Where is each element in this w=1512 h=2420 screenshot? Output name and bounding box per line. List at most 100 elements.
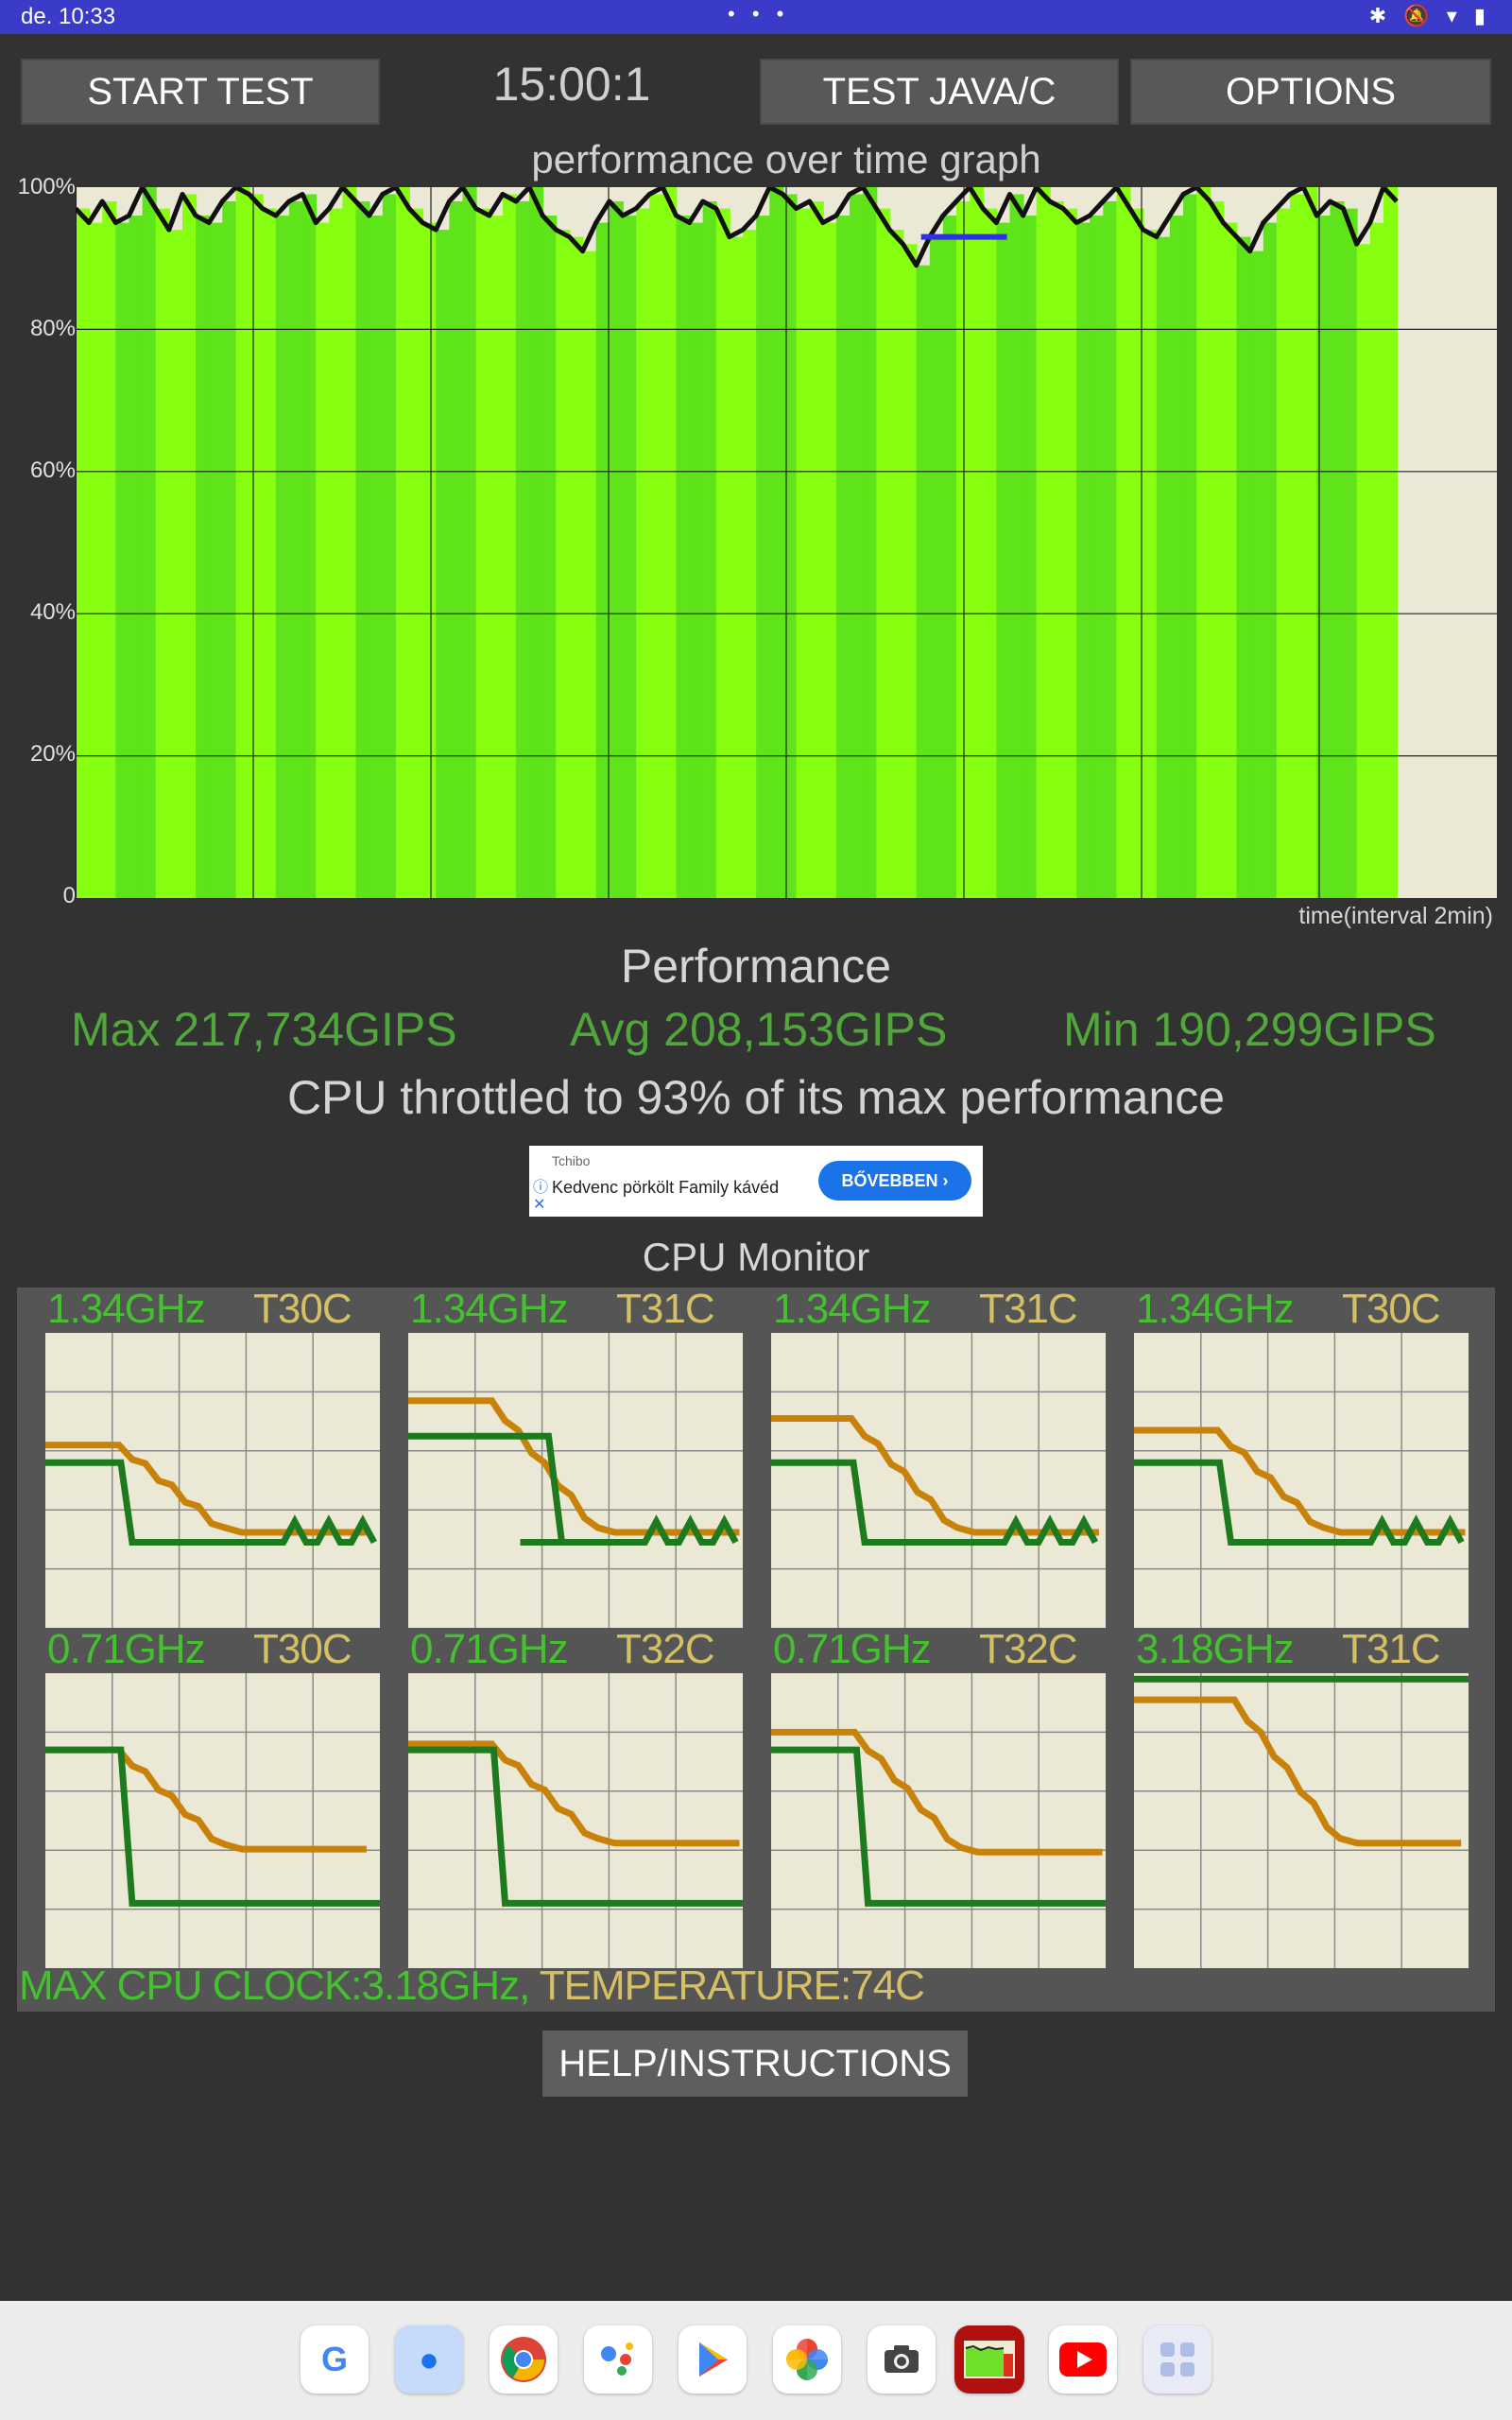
performance-bar	[422, 222, 438, 898]
core-6-freq: 0.71GHz	[773, 1626, 932, 1672]
performance-bar	[489, 216, 504, 898]
cpu-monitor-heading: CPU Monitor	[642, 1235, 870, 1279]
y-tick-0: 0	[62, 883, 76, 908]
performance-bar	[929, 236, 944, 898]
core-0-graph	[45, 1333, 380, 1628]
assistant-app-icon[interactable]	[584, 2325, 652, 2394]
core-7-freq: 3.18GHz	[1136, 1626, 1295, 1672]
performance-bar	[1156, 236, 1171, 898]
y-tick-80: 80%	[29, 316, 76, 341]
performance-bar	[1183, 194, 1198, 898]
test-java-c-button[interactable]: TEST JAVA/C	[760, 59, 1119, 125]
core-4-temp: T30C	[253, 1626, 352, 1672]
status-more-dots: • • •	[728, 2, 790, 26]
performance-bar	[168, 230, 183, 898]
performance-bar	[395, 187, 410, 898]
performance-bar	[1063, 208, 1078, 898]
core-5-graph	[408, 1673, 743, 1968]
photos-app-icon[interactable]	[773, 2325, 841, 2394]
performance-line	[76, 187, 1399, 268]
ad-info-icon[interactable]: ⓘ	[533, 1180, 549, 1196]
performance-bar	[302, 194, 318, 898]
performance-bar	[222, 201, 237, 898]
core-4-graph	[45, 1673, 380, 1968]
performance-bar	[1330, 201, 1345, 898]
performance-bar	[649, 194, 664, 898]
performance-bar	[595, 222, 610, 898]
performance-bar	[623, 216, 638, 898]
app-drawer-icon[interactable]	[1143, 2325, 1211, 2394]
performance-bar	[449, 201, 464, 898]
performance-bar	[1276, 208, 1291, 898]
performance-bar	[1196, 187, 1211, 898]
core-2-graph	[771, 1333, 1106, 1628]
core-1-graph	[408, 1333, 743, 1628]
graph-title: performance over time graph	[531, 137, 1041, 182]
performance-bar	[89, 222, 104, 898]
graph-gridlines	[76, 187, 1497, 898]
performance-bar	[316, 222, 331, 898]
chrome-app-icon[interactable]	[490, 2325, 558, 2394]
performance-bar	[1009, 194, 1024, 898]
camera-app-icon[interactable]	[868, 2325, 936, 2394]
help-instructions-button[interactable]: HELP/INSTRUCTIONS	[542, 2031, 968, 2097]
play-store-app-icon[interactable]	[679, 2325, 747, 2394]
core-5-freq: 0.71GHz	[410, 1626, 569, 1672]
performance-bar	[1356, 244, 1371, 898]
performance-bar	[382, 194, 397, 898]
core-7-graph	[1134, 1673, 1469, 1968]
y-tick-60: 60%	[29, 458, 76, 483]
performance-bar	[355, 201, 370, 898]
performance-bar	[636, 208, 651, 898]
performance-bar	[1049, 201, 1064, 898]
performance-bar	[1076, 222, 1091, 898]
messages-app-icon[interactable]: ●	[395, 2325, 463, 2394]
start-test-button[interactable]: START TEST	[21, 59, 380, 125]
performance-bar	[1116, 187, 1131, 898]
performance-bar	[876, 208, 891, 898]
performance-bar	[582, 251, 597, 898]
ad-banner[interactable]: ⓘ ✕ Tchibo Kedvenc pörkölt Family kávéd …	[529, 1146, 983, 1217]
core-7-temp: T31C	[1342, 1626, 1441, 1672]
performance-bar	[715, 208, 730, 898]
core-3-temp: T30C	[1342, 1286, 1441, 1332]
performance-bar	[942, 216, 957, 898]
max-cpu-clock: MAX CPU CLOCK:3.18GHz,	[19, 1962, 530, 2009]
performance-bar	[569, 236, 584, 898]
ad-brand: Tchibo	[552, 1153, 591, 1168]
temperature-readout: TEMPERATURE:74C	[529, 1962, 925, 2009]
youtube-app-icon[interactable]	[1049, 2325, 1117, 2394]
cpu-summary: MAX CPU CLOCK:3.18GHz, TEMPERATURE:74C	[19, 1962, 925, 2010]
performance-bar	[209, 222, 224, 898]
performance-bar	[983, 208, 998, 898]
performance-bar	[1143, 230, 1158, 898]
core-1-freq: 1.34GHz	[410, 1286, 569, 1332]
performance-bar	[782, 194, 798, 898]
performance-bar	[902, 244, 918, 898]
performance-bar	[249, 194, 264, 898]
performance-bar	[1249, 251, 1264, 898]
max-performance: Max 217,734GIPS	[71, 1003, 457, 1056]
performance-bar	[729, 236, 744, 898]
performance-graph	[76, 187, 1497, 898]
google-app-icon[interactable]: G	[301, 2325, 369, 2394]
performance-bar	[1236, 236, 1251, 898]
performance-bar	[1103, 201, 1118, 898]
ad-cta-button[interactable]: BŐVEBBEN ›	[818, 1161, 971, 1201]
performance-bar	[970, 187, 985, 898]
throttle-summary: CPU throttled to 93% of its max performa…	[286, 1071, 1226, 1124]
options-button[interactable]: OPTIONS	[1130, 59, 1491, 125]
performance-bar	[475, 208, 490, 898]
status-icons: ✱ 🔕 ▾ ▮	[1368, 4, 1491, 27]
performance-bar	[676, 216, 691, 898]
ad-close-icon[interactable]: ✕	[533, 1197, 546, 1213]
performance-bar	[1383, 187, 1398, 898]
performance-bar	[329, 208, 344, 898]
performance-bar	[1303, 187, 1318, 898]
cpu-throttling-app-icon[interactable]	[954, 2325, 1024, 2394]
avg-performance: Avg 208,153GIPS	[570, 1003, 948, 1056]
performance-bar	[182, 194, 198, 898]
performance-bar	[756, 216, 771, 898]
performance-bar	[462, 187, 477, 898]
status-time: de. 10:33	[21, 4, 116, 29]
